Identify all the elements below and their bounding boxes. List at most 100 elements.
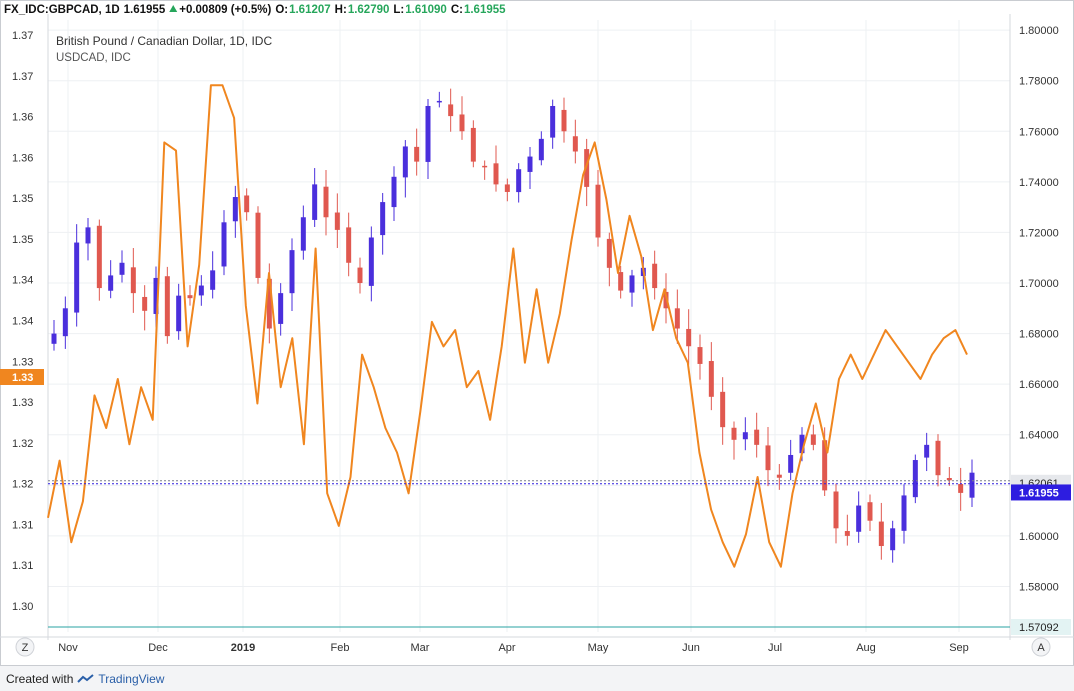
candle — [153, 277, 159, 314]
candle — [856, 505, 862, 532]
x-tick-label: Mar — [411, 642, 430, 654]
x-tick-label: Sep — [949, 642, 969, 654]
left-tick-label: 1.34 — [12, 275, 33, 287]
candle — [867, 502, 873, 521]
header-high: 1.62790 — [348, 4, 390, 16]
candle — [459, 114, 465, 132]
candle — [482, 165, 488, 168]
scale-button-left[interactable] — [15, 637, 35, 657]
left-tick-label: 1.36 — [12, 112, 33, 124]
auto-scale-button[interactable] — [1031, 637, 1051, 657]
right-tick-label: 1.76000 — [1019, 126, 1059, 138]
candle — [187, 295, 193, 299]
right-tick-label: 1.58000 — [1019, 581, 1059, 593]
left-tick-label: 1.37 — [12, 71, 33, 83]
candle — [504, 184, 510, 192]
current-price-tag-bg — [1011, 484, 1071, 501]
candle — [368, 237, 374, 286]
low-marker-tag-bg — [1011, 619, 1071, 635]
candle — [74, 242, 80, 313]
right-tick-label: 1.74000 — [1019, 177, 1059, 189]
usdcad-line — [47, 84, 968, 568]
right-tick-label: 1.66000 — [1019, 379, 1059, 391]
candle — [833, 491, 839, 529]
candle — [176, 295, 182, 332]
candle — [776, 474, 782, 478]
chart-svg[interactable]: Nov Dec 2019 Feb Mar Apr May Jun Jul Aug Sep 1.8000… — [0, 0, 1074, 666]
footer-created-with: Created with — [6, 671, 74, 686]
candle — [674, 308, 680, 329]
candle — [516, 169, 522, 193]
candle — [969, 472, 975, 498]
candle — [935, 440, 941, 476]
candle — [402, 146, 408, 178]
left-tick-label: 1.37 — [12, 30, 33, 42]
candle — [584, 149, 590, 187]
candle — [550, 105, 556, 138]
header-low: 1.61090 — [405, 4, 447, 16]
candle — [448, 104, 454, 117]
candle — [958, 484, 964, 493]
candle — [210, 270, 216, 290]
legend-overlay: USDCAD, IDC — [56, 52, 131, 64]
header-change: +0.00809 (+0.5%) — [179, 4, 271, 16]
right-tick-label: 1.78000 — [1019, 76, 1059, 88]
tradingview-logo[interactable]: TradingView — [77, 672, 164, 686]
candle — [96, 225, 102, 289]
left-tick-label: 1.33 — [12, 356, 33, 368]
left-tick-label: 1.36 — [12, 152, 33, 164]
header-open: 1.61207 — [289, 4, 331, 16]
candle — [890, 528, 896, 551]
x-tick-label: Jun — [682, 642, 700, 654]
candle — [629, 275, 635, 293]
candle — [618, 272, 624, 291]
candle — [346, 227, 352, 263]
header-high-label: H: — [335, 4, 347, 16]
candle — [606, 238, 612, 268]
candle — [380, 202, 386, 236]
candle — [300, 217, 306, 251]
candle — [312, 184, 318, 220]
low-marker-tag: 1.57092 — [1019, 622, 1059, 634]
up-arrow-icon — [169, 5, 178, 12]
x-tick-label: Nov — [58, 642, 78, 654]
candle — [357, 267, 363, 284]
candle — [142, 296, 148, 311]
current-price-tag: 1.61955 — [1019, 487, 1059, 499]
candle — [85, 227, 91, 244]
footer-brand: TradingView — [98, 671, 165, 686]
x-tick-label: May — [588, 642, 609, 654]
x-tick-label: Aug — [856, 642, 876, 654]
header-symbol: FX_IDC:GBPCAD, 1D — [4, 4, 120, 16]
candle — [62, 308, 68, 337]
left-tick-label: 1.34 — [12, 316, 33, 328]
right-tick-label: 1.80000 — [1019, 25, 1059, 37]
candle — [266, 278, 272, 329]
candle — [754, 429, 760, 445]
candle — [708, 361, 714, 397]
candle — [278, 293, 284, 324]
candle — [232, 197, 238, 222]
candle — [130, 267, 136, 294]
header-last-price: 1.61955 — [124, 4, 166, 16]
candle — [878, 521, 884, 547]
right-tick-label: 1.70000 — [1019, 278, 1059, 290]
candle — [924, 444, 930, 458]
x-tick-label: Dec — [148, 642, 168, 654]
candle — [244, 195, 250, 213]
left-tick-label: 1.32 — [12, 479, 33, 491]
legend-main: British Pound / Canadian Dollar, 1D, IDC — [56, 34, 272, 48]
auto-scale-button-label: A — [1037, 642, 1045, 654]
candle — [119, 262, 125, 275]
candle — [470, 127, 476, 162]
candle — [686, 328, 692, 347]
candle — [391, 176, 397, 208]
candle — [198, 285, 204, 296]
candle — [108, 275, 114, 291]
candle — [561, 109, 567, 132]
header-close-label: C: — [451, 4, 463, 16]
footer: Created with TradingView — [0, 666, 1074, 691]
candle — [731, 427, 737, 440]
candle — [652, 263, 658, 289]
header-low-label: L: — [393, 4, 404, 16]
